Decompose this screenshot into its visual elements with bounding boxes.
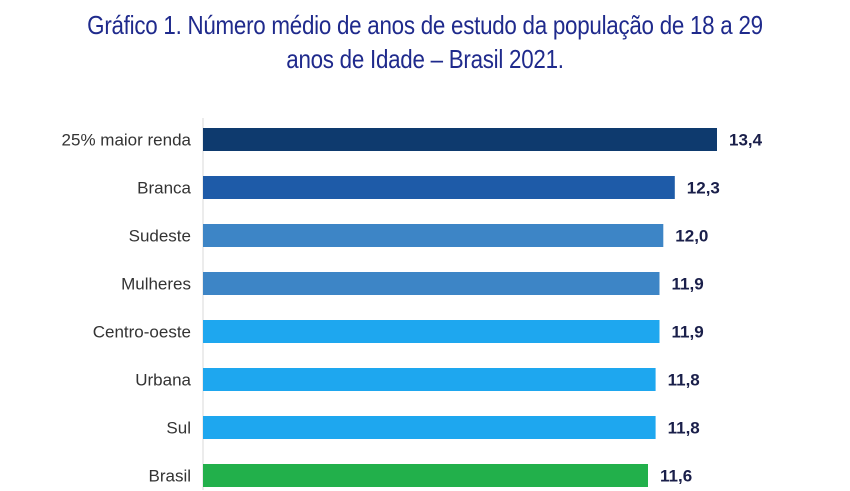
bar-25-maior-renda	[203, 128, 717, 151]
value-label: 11,6	[660, 467, 692, 486]
bar-centro-oeste	[203, 320, 660, 343]
bar-brasil	[203, 464, 648, 487]
chart-title-line-2: anos de Idade – Brasil 2021.	[286, 44, 564, 74]
value-label: 11,9	[672, 323, 704, 342]
category-label: Branca	[137, 179, 191, 198]
value-label: 12,3	[687, 179, 720, 198]
category-label: Sudeste	[129, 227, 191, 246]
chart-title: Gráfico 1. Número médio de anos de estud…	[60, 8, 791, 76]
category-label: Urbana	[135, 371, 191, 390]
value-label: 11,8	[668, 419, 700, 438]
bar-sudeste	[203, 224, 664, 247]
category-label: Mulheres	[121, 275, 191, 294]
bars-group: 25% maior renda 13,4 Branca 12,3 Sudeste 12,0…	[62, 128, 763, 487]
bar-mulheres	[203, 272, 660, 295]
value-label: 12,0	[675, 227, 708, 246]
bar-urbana	[203, 368, 656, 391]
category-label: Sul	[166, 419, 191, 438]
bar-sul	[203, 416, 656, 439]
chart-title-line-1: Gráfico 1. Número médio de anos de estud…	[87, 10, 763, 40]
value-label: 13,4	[729, 131, 763, 150]
bar-branca	[203, 176, 675, 199]
category-label: Centro-oeste	[93, 323, 191, 342]
value-label: 11,9	[672, 275, 704, 294]
category-label: 25% maior renda	[62, 131, 192, 150]
category-label: Brasil	[148, 467, 191, 486]
value-label: 11,8	[668, 371, 700, 390]
